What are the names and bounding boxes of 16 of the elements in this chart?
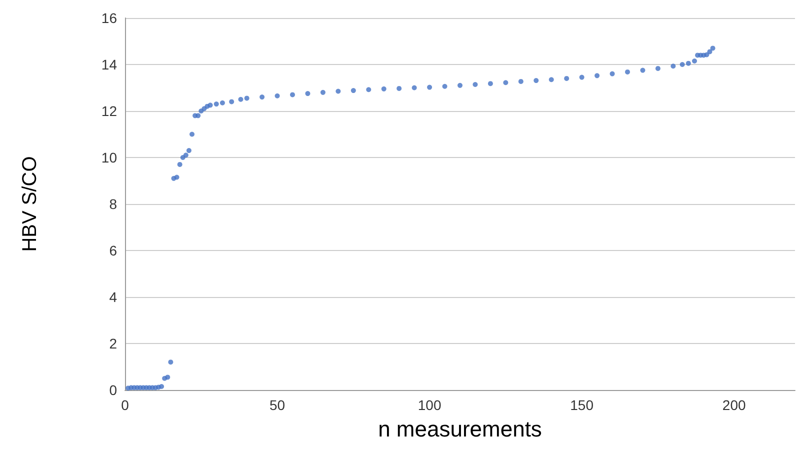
y-tick-label: 6	[109, 242, 118, 258]
x-tick-label: 50	[269, 397, 286, 413]
y-axis-title: HBV S/CO	[19, 156, 41, 252]
y-tick-label: 4	[109, 289, 118, 305]
x-tick-label: 100	[418, 397, 442, 413]
y-tick-label: 12	[101, 103, 118, 119]
x-axis-title: n measurements	[378, 416, 542, 442]
y-tick-label: 16	[101, 10, 118, 26]
y-tick-label: 14	[101, 56, 118, 72]
y-tick-label: 10	[101, 150, 118, 166]
x-tick-label: 0	[121, 397, 130, 413]
x-tick-label: 150	[570, 397, 594, 413]
y-tick-label: 8	[109, 196, 118, 212]
y-tick-label: 2	[109, 336, 118, 352]
x-tick-label: 200	[722, 397, 746, 413]
y-tick-label: 0	[109, 382, 118, 398]
